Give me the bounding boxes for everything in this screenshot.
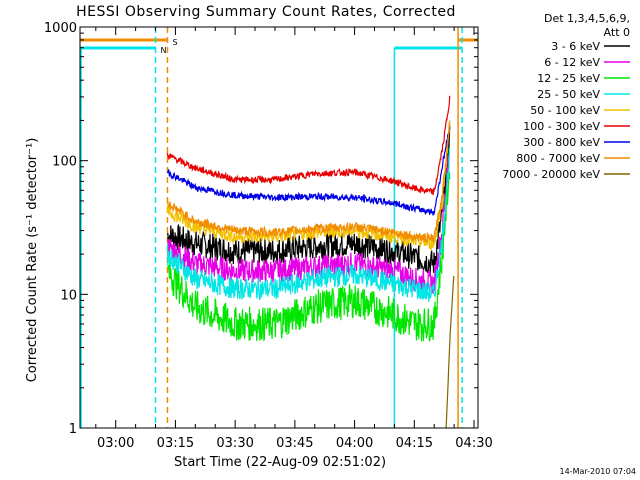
series-line-2 [166,171,451,342]
timestamp-label: 14-Mar-2010 07:04 [560,467,637,476]
x-tick-label: 03:00 [97,436,134,451]
legend-entry-label: 25 - 50 keV [537,88,600,101]
series-layer [166,95,455,428]
x-tick-label: 03:30 [216,436,253,451]
chart-title: HESSI Observing Summary Count Rates, Cor… [76,4,456,20]
legend-entry-label: 50 - 100 keV [530,104,600,117]
axes: 03:00 03:15 03:30 03:45 04:00 04:15 04:30 1 10 10… [44,21,493,451]
flag-n-label: N [161,46,167,55]
series-line-8 [445,275,455,428]
x-tick-label: 03:15 [157,436,194,451]
series-line-3 [166,147,451,302]
legend-header-attenuator: Att 0 [604,26,630,39]
series-line-0 [166,125,451,274]
plot-frame [79,26,479,429]
legend-entry-label: 6 - 12 keV [544,56,600,69]
series-line-4 [166,120,451,252]
x-axis-label: Start Time (22-Aug-09 02:51:02) [174,455,386,470]
x-tick-label: 04:00 [336,436,373,451]
y-tick-label: 100 [52,155,77,170]
series-line-7 [166,122,451,243]
legend-entry-label: 100 - 300 keV [523,120,600,133]
legend-entry-label: 3 - 6 keV [551,40,600,53]
y-tick-label: 1000 [44,21,77,36]
legend-entry-label: 12 - 25 keV [537,72,600,85]
legend-entry-label: 800 - 7000 keV [516,152,600,165]
legend-header-detectors: Det 1,3,4,5,6,9, [544,12,630,25]
y-tick-label: 1 [69,422,77,437]
series-line-5 [166,95,451,196]
legend-entry-label: 300 - 800 keV [523,136,600,149]
x-tick-label: 04:15 [396,436,433,451]
y-tick-label: 10 [60,288,77,303]
x-tick-label: 03:45 [276,436,313,451]
flag-layer: SN [80,27,478,428]
series-line-6 [166,126,451,216]
flag-s-label: S [172,38,177,47]
plot-area: SN [80,27,478,428]
y-axis-label: Corrected Count Rate (s⁻¹ detector⁻¹) [25,138,40,383]
x-tick-label: 04:30 [455,436,492,451]
legend: 3 - 6 keV 6 - 12 keV 12 - 25 keV 25 - 50 ke… [502,40,630,181]
legend-entry-label: 7000 - 20000 keV [502,168,600,181]
